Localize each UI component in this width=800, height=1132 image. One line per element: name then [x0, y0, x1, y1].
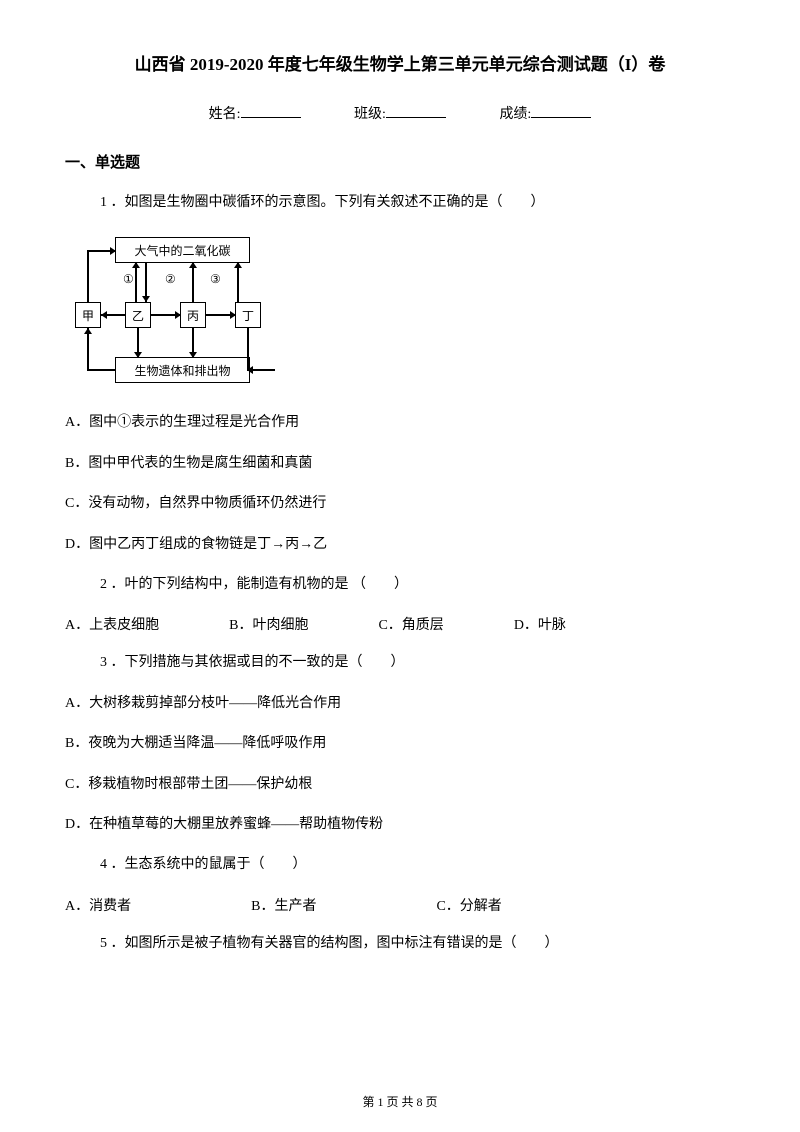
class-label: 班级:: [354, 103, 386, 123]
q4-text: 4 ．生态系统中的鼠属于（ ）: [100, 854, 735, 876]
q4-options: A．消费者 B．生产者 C．分解者: [65, 895, 735, 915]
arrow-head: [134, 352, 142, 358]
q3-optD: D．在种植草莓的大棚里放养蜜蜂——帮助植物传粉: [65, 814, 735, 836]
q1-text: 1 ．如图是生物圈中碳循环的示意图。下列有关叙述不正确的是（ ）: [100, 192, 735, 214]
info-line: 姓名: 班级: 成绩:: [65, 103, 735, 123]
diagram-label-1: ①: [123, 272, 134, 287]
q1-optB: B．图中甲代表的生物是腐生细菌和真菌: [65, 453, 735, 475]
q2-optB: B．叶肉细胞: [229, 614, 308, 634]
arrow-line: [247, 328, 249, 370]
arrow-line: [87, 328, 89, 370]
arrow-head: [230, 311, 236, 319]
arrow-head: [110, 247, 116, 255]
arrow-head: [132, 262, 140, 268]
arrow-head: [189, 262, 197, 268]
q1-diagram: 大气中的二氧化碳 甲 乙 丙 丁 生物遗体和排出物 ① ② ③: [75, 232, 290, 387]
arrow-head: [175, 311, 181, 319]
arrow-head: [142, 296, 150, 302]
q3-optA: A．大树移栽剪掉部分枝叶——降低光合作用: [65, 693, 735, 715]
diagram-label-2: ②: [165, 272, 176, 287]
q5-text: 5 ．如图所示是被子植物有关器官的结构图，图中标注有错误的是（ ）: [100, 933, 735, 955]
diagram-ding: 丁: [235, 302, 261, 328]
q2-optC: C．角质层: [378, 614, 443, 634]
page-footer: 第 1 页 共 8 页: [0, 1093, 800, 1110]
diagram-bing: 丙: [180, 302, 206, 328]
q3-optB: B．夜晚为大棚适当降温——降低呼吸作用: [65, 733, 735, 755]
q3-text: 3 ．下列措施与其依据或目的不一致的是（ ）: [100, 652, 735, 674]
diagram-top-box: 大气中的二氧化碳: [115, 237, 250, 263]
q2-text: 2 ．叶的下列结构中，能制造有机物的是 （ ）: [100, 574, 735, 596]
q1-optC: C．没有动物，自然界中物质循环仍然进行: [65, 493, 735, 515]
q3-optC: C．移栽植物时根部带土团——保护幼根: [65, 774, 735, 796]
arrow-head: [247, 366, 253, 374]
score-label: 成绩:: [499, 103, 531, 123]
q2-optA: A．上表皮细胞: [65, 614, 159, 634]
arrow-line: [237, 263, 239, 302]
section-title: 一、单选题: [65, 151, 735, 172]
arrow-line: [87, 369, 115, 371]
class-blank: [386, 117, 446, 118]
arrow-head: [101, 311, 107, 319]
arrow-head: [84, 328, 92, 334]
q1-optD: D．图中乙丙丁组成的食物链是丁→丙→乙: [65, 534, 735, 556]
arrow-line: [135, 263, 137, 302]
arrow-head: [234, 262, 242, 268]
arrow-line: [192, 263, 194, 302]
diagram-yi: 乙: [125, 302, 151, 328]
score-blank: [531, 117, 591, 118]
q2-optD: D．叶脉: [514, 614, 566, 634]
page-title: 山西省 2019-2020 年度七年级生物学上第三单元单元综合测试题（I）卷: [65, 50, 735, 75]
q4-optA: A．消费者: [65, 895, 131, 915]
q4-optC: C．分解者: [436, 895, 501, 915]
diagram-bottom-box: 生物遗体和排出物: [115, 357, 250, 383]
q2-options: A．上表皮细胞 B．叶肉细胞 C．角质层 D．叶脉: [65, 614, 735, 634]
diagram-label-3: ③: [210, 272, 221, 287]
q1-optA: A．图中①表示的生理过程是光合作用: [65, 412, 735, 434]
arrow-head: [189, 352, 197, 358]
name-blank: [241, 117, 301, 118]
q4-optB: B．生产者: [251, 895, 316, 915]
diagram-jia: 甲: [75, 302, 101, 328]
arrow-line: [87, 250, 89, 302]
name-label: 姓名:: [209, 103, 241, 123]
